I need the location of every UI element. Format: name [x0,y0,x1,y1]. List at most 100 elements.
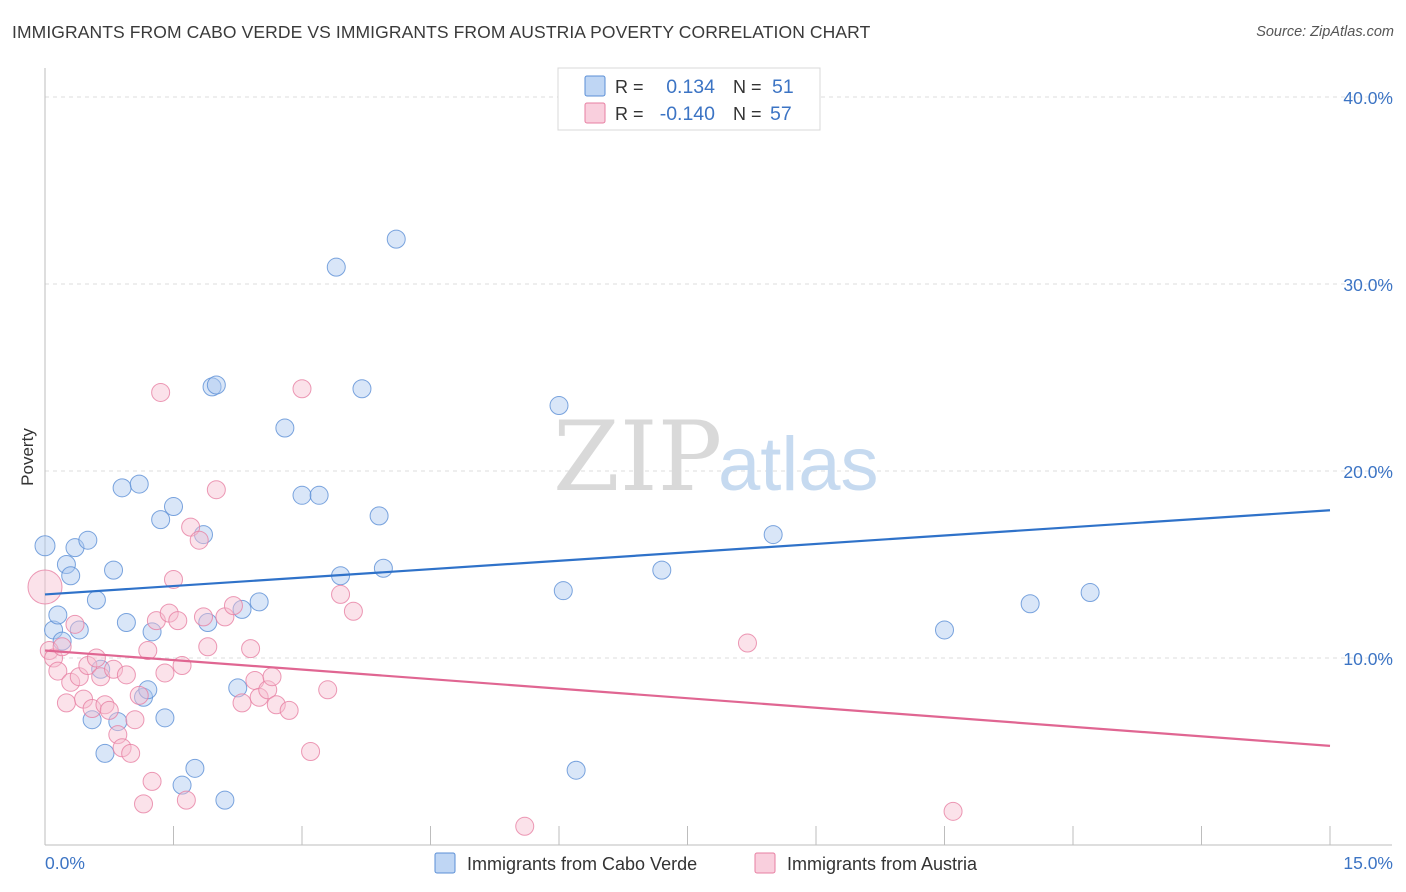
data-point-cabo-verde [86,590,106,610]
data-point-cabo-verde [185,758,205,778]
series-legend-label-austria: Immigrants from Austria [787,854,978,874]
x-tick-label: 15.0% [1343,853,1393,873]
data-point-cabo-verde [763,525,783,545]
trend-lines [44,509,1331,747]
series-legend: Immigrants from Cabo Verde Immigrants fr… [434,852,978,874]
data-point-cabo-verde [172,775,192,795]
data-point-austria [318,680,338,700]
data-point-cabo-verde [652,560,672,580]
data-point-austria [206,480,226,500]
data-point-austria [134,794,154,814]
data-point-cabo-verde [206,375,226,395]
y-tick-labels: 10.0% 20.0% 30.0% 40.0% [1343,88,1393,669]
data-point-cabo-verde [275,418,295,438]
y-tick-label: 20.0% [1343,462,1393,482]
data-point-austria [232,693,252,713]
series-legend-swatch-austria [754,852,776,874]
legend-r-label-cabo-verde: R = [615,77,644,97]
data-point-austria [262,667,282,687]
data-point-austria [331,584,351,604]
data-point-austria [189,530,209,550]
data-point-cabo-verde [34,535,56,557]
axes [44,68,1392,846]
chart-source: Source: ZipAtlas.com [1256,24,1394,40]
data-point-austria [343,601,363,621]
y-tick-label: 40.0% [1343,88,1393,108]
data-point-cabo-verde [82,710,102,730]
data-point-austria [279,700,299,720]
data-point-austria [86,648,106,668]
data-point-cabo-verde [352,379,372,399]
data-point-cabo-verde [104,560,124,580]
x-tick-label: 0.0% [45,853,85,873]
data-points [27,229,1100,836]
legend-r-value-cabo-verde: 0.134 [666,76,715,98]
data-point-cabo-verde [129,474,149,494]
data-point-cabo-verde [215,790,235,810]
data-point-austria [151,382,171,402]
legend-swatch-cabo-verde [584,75,606,97]
data-point-austria [65,614,85,634]
data-point-austria [943,801,963,821]
data-point-cabo-verde [566,760,586,780]
data-point-austria [56,693,76,713]
x-tick-labels: 0.0% 15.0% [45,853,1393,873]
legend-n-value-austria: 57 [770,103,792,125]
stats-legend: R = 0.134 N = 51 R = -0.140 N = 57 [557,67,821,131]
data-point-austria [125,710,145,730]
watermark-atlas: atlas [718,422,879,507]
data-point-austria [27,569,63,605]
legend-swatch-austria [584,102,606,124]
legend-r-value-austria: -0.140 [660,103,715,125]
data-point-austria [292,379,312,399]
data-point-cabo-verde [373,558,393,578]
data-point-cabo-verde [1080,583,1100,603]
data-point-cabo-verde [61,566,81,586]
data-point-cabo-verde [935,620,954,640]
data-point-cabo-verde [112,478,132,498]
data-point-cabo-verde [553,581,573,601]
y-tick-label: 30.0% [1343,275,1393,295]
data-point-cabo-verde [164,497,183,517]
y-axis-label: Poverty [18,428,37,486]
data-point-austria [142,771,162,791]
data-point-austria [155,663,175,683]
data-point-austria [121,743,141,763]
data-point-cabo-verde [1020,594,1040,614]
data-point-cabo-verde [56,555,76,574]
data-point-austria [129,685,149,705]
series-legend-swatch-cabo-verde [434,852,456,874]
watermark: ZIP atlas [553,401,879,513]
data-point-austria [301,742,321,761]
data-point-cabo-verde [78,530,98,550]
data-point-austria [104,659,124,679]
data-point-austria [737,633,757,653]
legend-n-label-cabo-verde: N = [733,77,762,97]
data-point-cabo-verde [151,510,171,530]
data-point-cabo-verde [155,708,175,728]
data-point-cabo-verde [48,605,68,625]
data-point-cabo-verde [549,396,569,416]
data-point-cabo-verde [228,678,248,698]
legend-n-label-austria: N = [733,104,762,124]
legend-r-label-austria: R = [615,104,644,124]
legend-n-value-cabo-verde: 51 [772,76,794,98]
data-point-austria [223,596,243,616]
data-point-cabo-verde [326,257,346,277]
grid-lines [45,96,1392,659]
y-tick-label: 10.0% [1343,649,1393,669]
data-point-austria [168,611,188,631]
data-point-austria [515,816,535,836]
data-point-cabo-verde [386,229,406,249]
data-point-austria [266,695,286,715]
data-point-austria [198,637,218,657]
data-point-austria [138,641,158,661]
data-point-cabo-verde [52,631,72,651]
data-point-cabo-verde [116,612,136,632]
trend-line-cabo-verde [44,509,1331,596]
series-legend-label-cabo-verde: Immigrants from Cabo Verde [467,854,697,874]
chart-title: IMMIGRANTS FROM CABO VERDE VS IMMIGRANTS… [12,22,871,42]
data-point-austria [241,639,261,659]
data-point-cabo-verde [309,485,329,505]
